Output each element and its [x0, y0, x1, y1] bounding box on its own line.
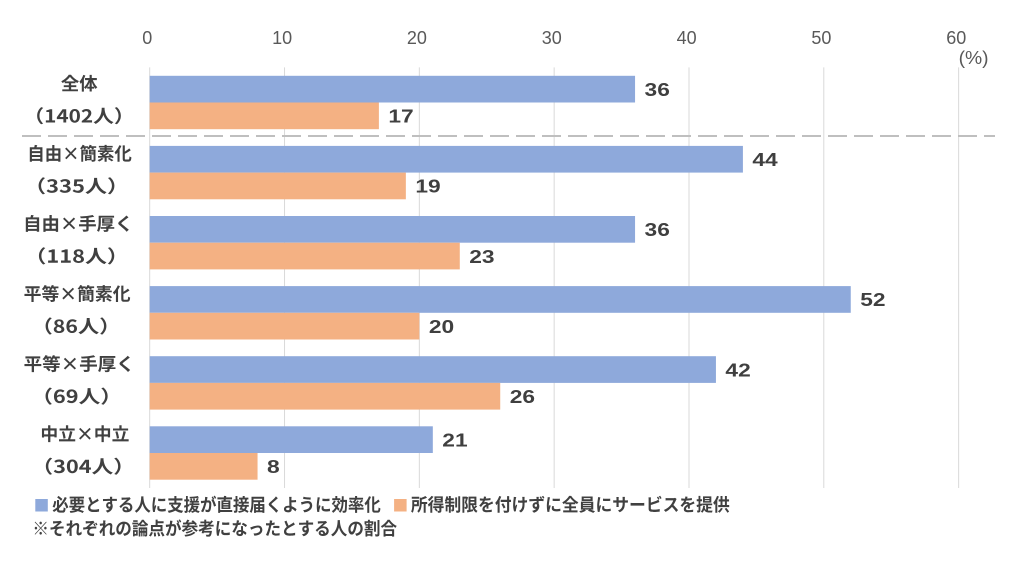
svg-text:30: 30	[542, 28, 562, 48]
svg-text:44: 44	[752, 149, 778, 170]
svg-text:0: 0	[142, 28, 152, 48]
svg-text:26: 26	[510, 386, 535, 407]
svg-text:36: 36	[645, 79, 670, 100]
svg-text:23: 23	[469, 246, 494, 267]
svg-text:21: 21	[442, 429, 467, 450]
svg-text:52: 52	[860, 289, 885, 310]
svg-text:36: 36	[645, 219, 670, 240]
svg-text:8: 8	[267, 456, 280, 477]
svg-text:(%): (%)	[959, 48, 989, 68]
svg-text:50: 50	[811, 28, 831, 48]
svg-text:19: 19	[415, 176, 440, 197]
svg-text:42: 42	[725, 359, 750, 380]
svg-text:20: 20	[407, 28, 427, 48]
svg-text:10: 10	[272, 28, 292, 48]
svg-text:60: 60	[946, 28, 966, 48]
svg-text:20: 20	[429, 316, 454, 337]
svg-text:17: 17	[388, 106, 413, 127]
svg-text:40: 40	[677, 28, 697, 48]
